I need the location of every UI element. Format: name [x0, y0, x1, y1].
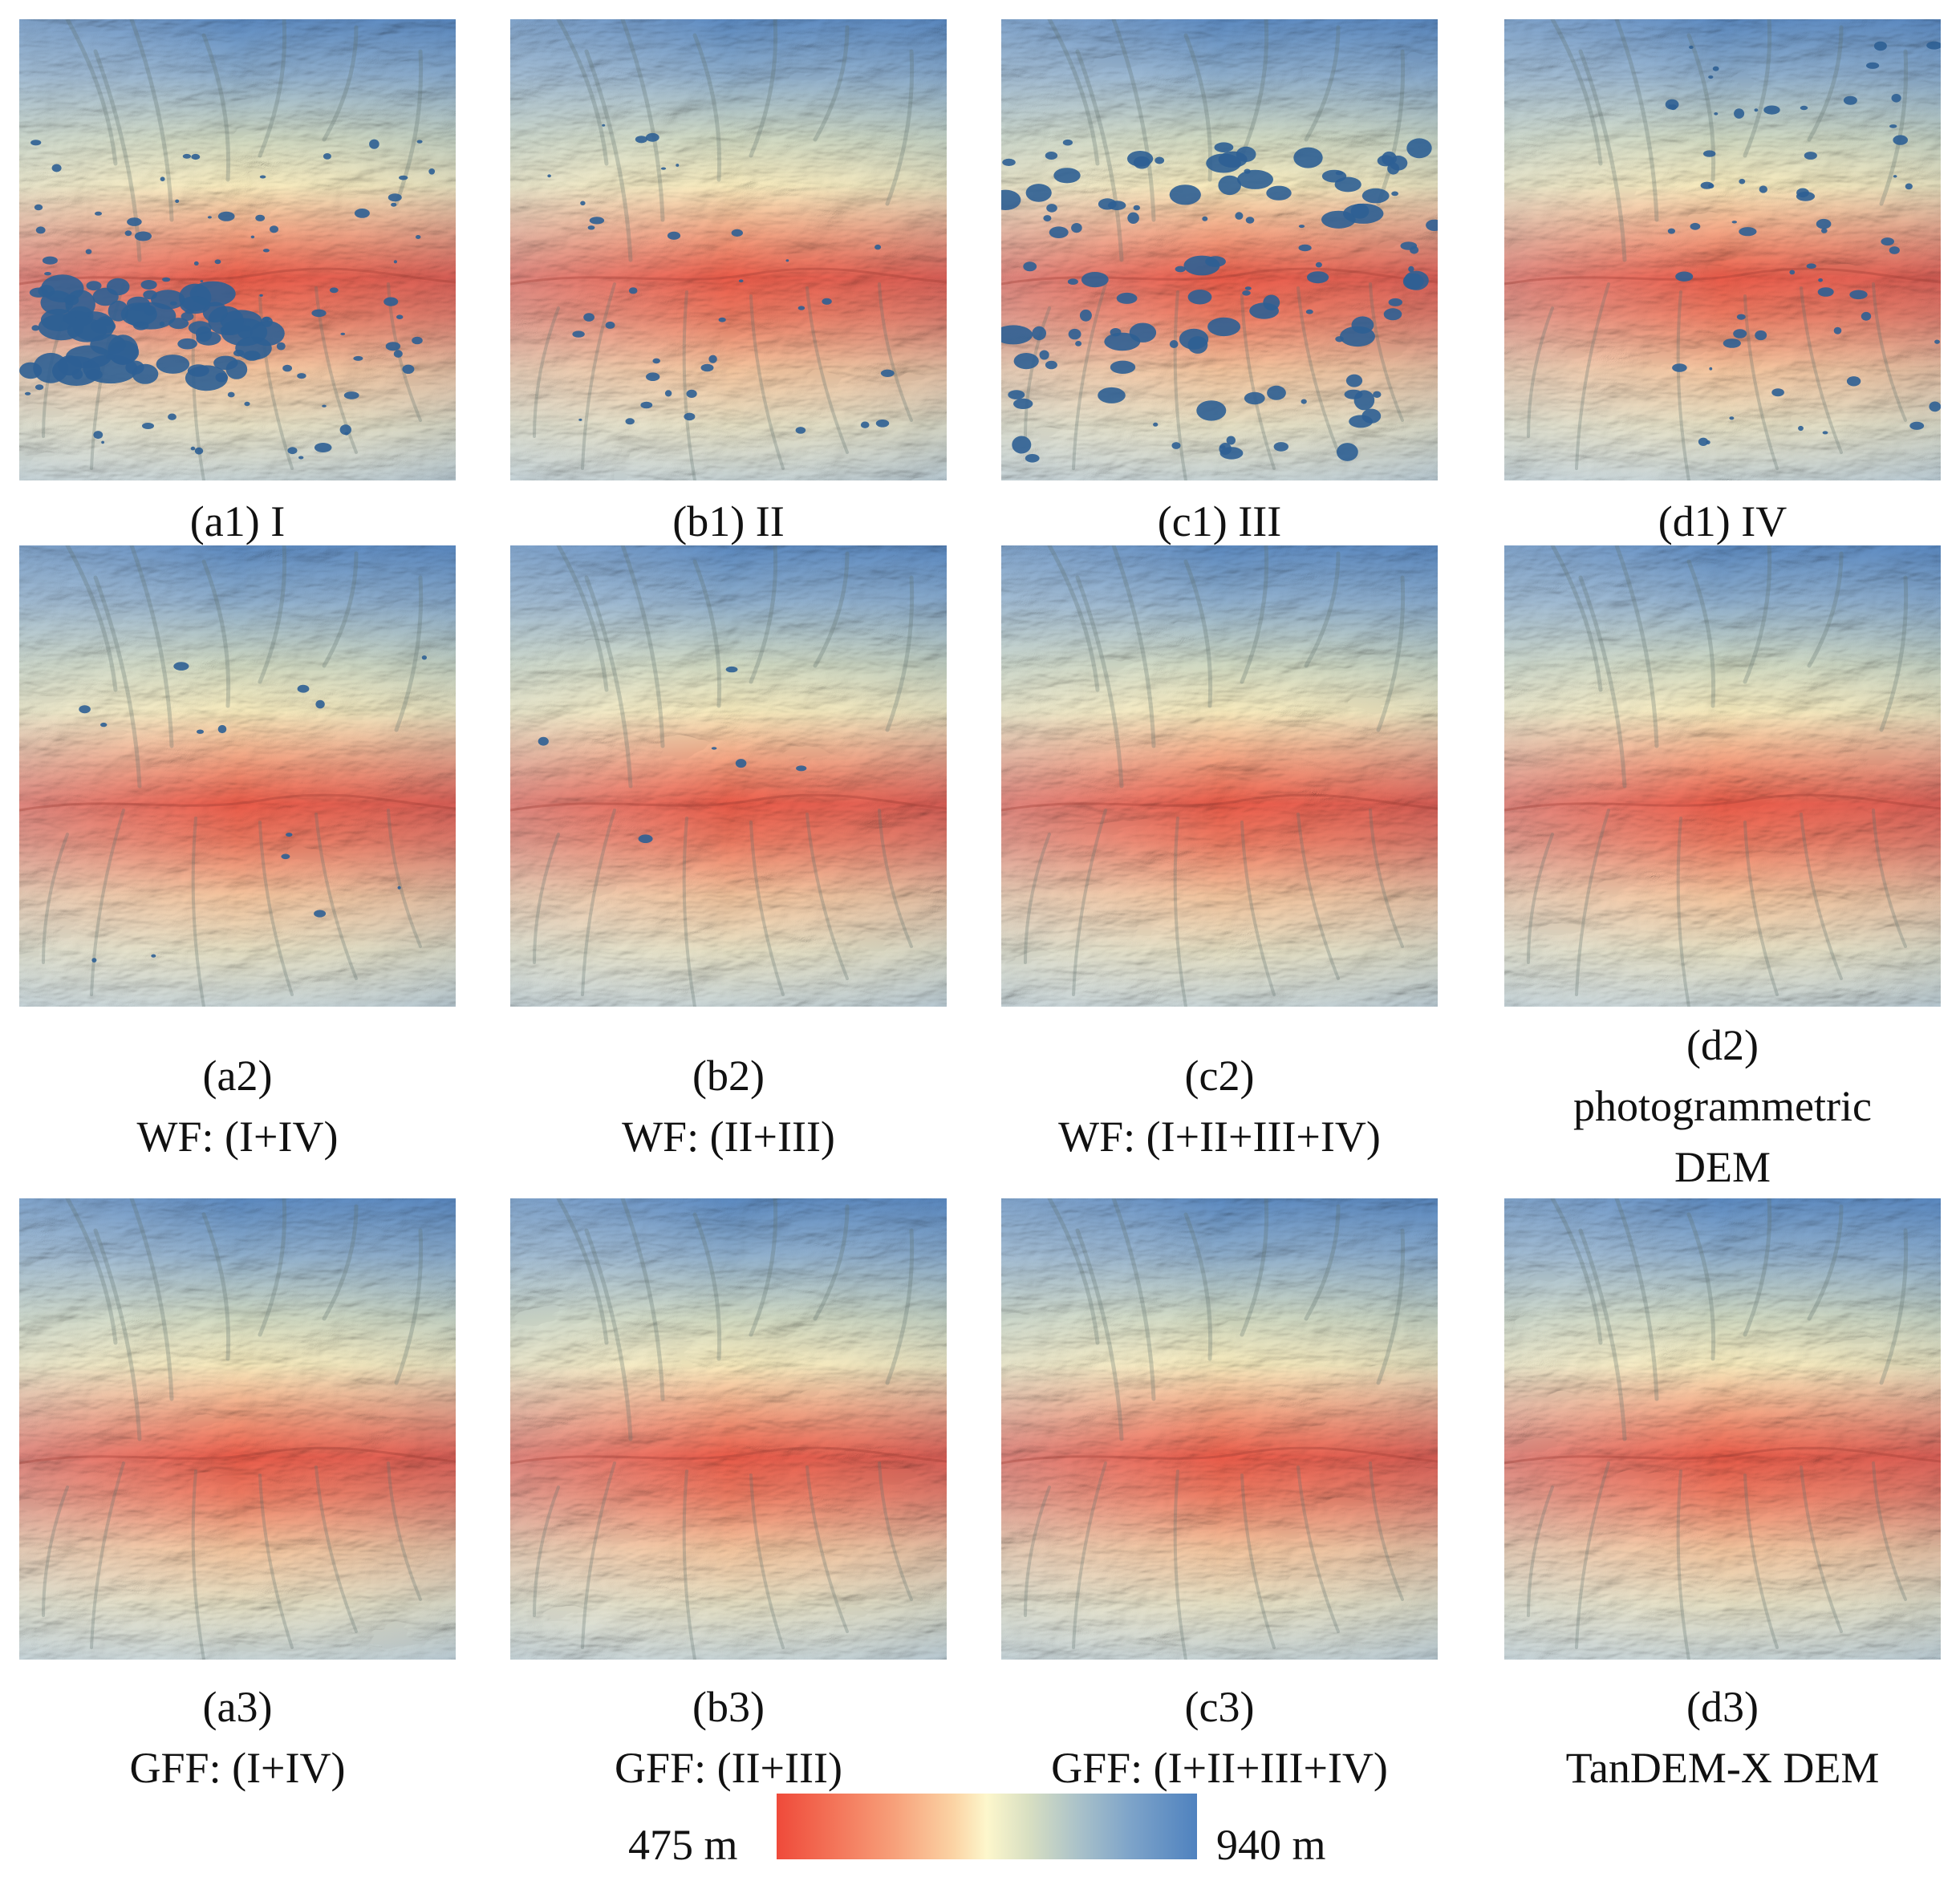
caption-c2: (c2) WF: (I+II+III+IV) — [979, 1045, 1460, 1167]
valley-lines — [1001, 1198, 1438, 1660]
valley-lines — [1504, 1198, 1941, 1660]
dem-panel-a1 — [19, 19, 456, 480]
caption-line: (c3) — [1184, 1683, 1255, 1731]
void-areas — [19, 139, 436, 460]
valley-lines — [1504, 545, 1941, 1007]
caption-line: WF: (I+IV) — [136, 1113, 339, 1161]
caption-line: (a2) — [202, 1052, 273, 1100]
void-areas — [538, 666, 807, 843]
dem-panel-b1 — [510, 19, 947, 480]
caption-d2: (d2) photogrammetric DEM — [1482, 1015, 1960, 1198]
caption-d1: (d1) IV — [1482, 491, 1960, 552]
caption-line: TanDEM-X DEM — [1565, 1744, 1880, 1792]
valley-lines — [510, 19, 947, 480]
dem-panel-a2 — [19, 545, 456, 1007]
caption-line: (b2) — [692, 1052, 765, 1100]
caption-line: DEM — [1674, 1143, 1771, 1191]
caption-line: GFF: (I+II+III+IV) — [1051, 1744, 1388, 1792]
void-areas — [79, 655, 427, 963]
caption-line: GFF: (I+IV) — [129, 1744, 346, 1792]
caption-d3: (d3) TanDEM-X DEM — [1482, 1676, 1960, 1798]
valley-lines — [1001, 19, 1438, 480]
valley-lines — [1001, 545, 1438, 1007]
colorbar-max-label: 940 m — [1216, 1821, 1326, 1869]
caption-line: GFF: (II+III) — [615, 1744, 842, 1792]
valley-lines — [1504, 19, 1941, 480]
void-areas — [547, 124, 895, 434]
caption-line: (c1) III — [1157, 497, 1282, 545]
dem-panel-c1 — [1001, 19, 1438, 480]
dem-panel-a3 — [19, 1198, 456, 1660]
caption-a3: (a3) GFF: (I+IV) — [0, 1676, 478, 1798]
caption-line: (d1) IV — [1658, 497, 1788, 545]
caption-line: (b3) — [692, 1683, 765, 1731]
caption-b3: (b3) GFF: (II+III) — [488, 1676, 969, 1798]
dem-panel-b2 — [510, 545, 947, 1007]
valley-lines — [19, 1198, 456, 1660]
caption-a1: (a1) I — [0, 491, 478, 552]
caption-line: (d3) — [1686, 1683, 1759, 1731]
valley-lines — [510, 545, 947, 1007]
valley-lines — [510, 1198, 947, 1660]
dem-panel-b3 — [510, 1198, 947, 1660]
caption-line: WF: (II+III) — [622, 1113, 835, 1161]
void-areas — [1001, 138, 1438, 463]
caption-line: (c2) — [1184, 1052, 1255, 1100]
dem-panel-d1 — [1504, 19, 1941, 480]
caption-c1: (c1) III — [979, 491, 1460, 552]
valley-lines — [19, 545, 456, 1007]
colorbar-min-label: 475 m — [628, 1821, 738, 1869]
caption-b2: (b2) WF: (II+III) — [488, 1045, 969, 1167]
caption-b1: (b1) II — [488, 491, 969, 552]
dem-panel-d3 — [1504, 1198, 1941, 1660]
caption-line: (a3) — [202, 1683, 273, 1731]
caption-line: (d2) — [1686, 1021, 1759, 1069]
caption-line: (b1) II — [672, 497, 785, 545]
elevation-colorbar — [777, 1794, 1197, 1859]
caption-line: (a1) I — [189, 497, 286, 545]
void-areas — [1665, 41, 1941, 446]
dem-panel-c3 — [1001, 1198, 1438, 1660]
caption-c3: (c3) GFF: (I+II+III+IV) — [979, 1676, 1460, 1798]
dem-panel-d2 — [1504, 545, 1941, 1007]
caption-line: WF: (I+II+III+IV) — [1058, 1113, 1381, 1161]
caption-a2: (a2) WF: (I+IV) — [0, 1045, 478, 1167]
dem-panel-c2 — [1001, 545, 1438, 1007]
caption-line: photogrammetric — [1573, 1082, 1872, 1130]
